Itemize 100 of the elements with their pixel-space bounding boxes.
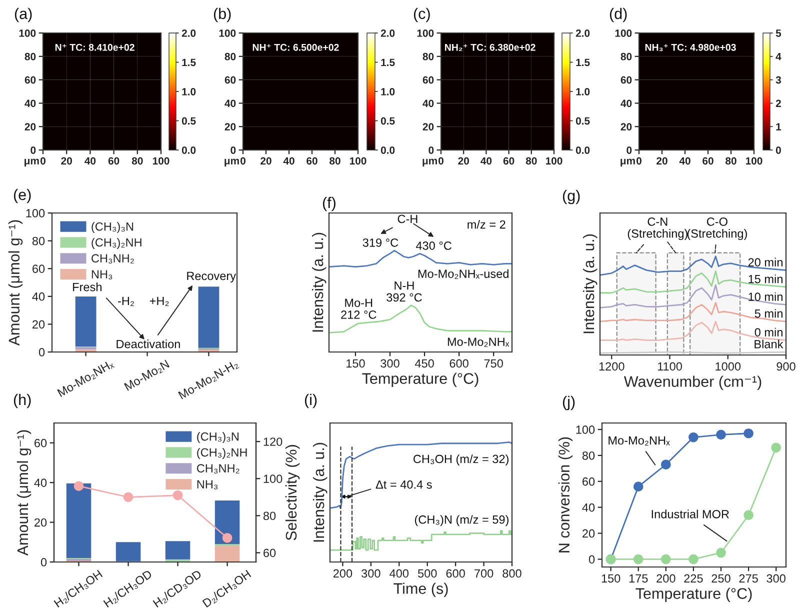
- legend-label: (CH₃)₂NH: [92, 238, 142, 249]
- x-tick-label: 500: [418, 569, 437, 578]
- x-tick-label: 175: [629, 574, 648, 583]
- x-tick-label: 60: [503, 157, 514, 165]
- x-tick-label: 100: [746, 157, 762, 165]
- x-tick-label: 60: [306, 157, 318, 165]
- chart-title: (c): [414, 8, 430, 22]
- color-bar-label: 3: [776, 76, 781, 84]
- color-bar-label: 1.5: [576, 58, 590, 66]
- y-tick-label: 80: [24, 52, 36, 60]
- color-bar-label: 0.5: [380, 117, 395, 125]
- color-bar-label: 0.5: [576, 117, 590, 125]
- legend-label: (CH₃)₃N: [92, 222, 134, 234]
- y2-tick-label: 100: [264, 474, 282, 483]
- x-tick-label: 0: [438, 157, 444, 165]
- y-tick-label: 100: [615, 30, 632, 37]
- color-bar-label: 0.5: [182, 117, 196, 125]
- x-tick-label: 200: [656, 574, 676, 583]
- chart-title: (b): [214, 8, 231, 22]
- y-tick-label: 100: [26, 209, 45, 218]
- x-tick-label: 40: [283, 157, 294, 165]
- x-tick-label: 20: [61, 157, 72, 165]
- annotation: +H₂: [150, 296, 169, 306]
- color-bar-label: 4: [776, 53, 782, 60]
- series-label: (CH₃)N (m/z = 59): [414, 515, 508, 526]
- annotation: NH₂⁺ TC: 6.380e+02: [445, 44, 536, 52]
- y-tick-label: 60: [620, 76, 632, 84]
- y-axis-title: Intensity (a. u.): [312, 442, 328, 542]
- text: C-H: [398, 214, 418, 224]
- x-tick-label: 0: [240, 157, 246, 165]
- legend-label: CH₃NH₂: [92, 254, 134, 264]
- y-tick-label: 20: [24, 123, 36, 130]
- y-tick-label: 0: [230, 146, 236, 154]
- series-label: Mo-Mo₂NHₓ: [448, 338, 510, 347]
- y2-axis-title: Selectivity (%): [285, 445, 300, 540]
- y-tick-label: 80: [32, 236, 45, 246]
- annotation: N⁺ TC: 8.410e+02: [55, 44, 134, 51]
- x-tick-label: 400: [390, 569, 409, 578]
- y-tick-label: 20: [34, 518, 47, 527]
- annotation: -H₂: [118, 296, 134, 306]
- x-tick-label: 800: [502, 569, 522, 578]
- x-axis-title: Temperature (°C): [636, 588, 752, 602]
- chart-title: (h): [14, 394, 31, 408]
- y2-tick-label: 120: [264, 438, 282, 446]
- y-axis-title: Intensity (a. u.): [312, 232, 326, 332]
- x-tick-label: 1100: [658, 362, 682, 371]
- y-tick-label: 80: [582, 451, 595, 460]
- y-tick-label: 100: [219, 30, 236, 37]
- legend-label: NH₃: [197, 480, 218, 490]
- y-tick-label: 20: [422, 123, 434, 130]
- x-tick-label: 100: [350, 157, 366, 165]
- x-axis-title: μm: [24, 158, 39, 166]
- x-tick-label: 150: [346, 359, 365, 368]
- y-tick-label: 0: [40, 558, 47, 566]
- x-axis-title: Wavenumber (cm⁻¹): [624, 376, 762, 390]
- text: C-N (Stretching): [628, 218, 688, 240]
- color-bar-label: 0.0: [182, 146, 196, 154]
- y-tick-label: 40: [24, 100, 36, 108]
- x-tick-label: 0: [636, 157, 642, 165]
- series-label: 5 min: [754, 309, 782, 318]
- y-axis-title: Intensity (a. u.): [582, 234, 598, 334]
- annotation: Δt = 40.4 s: [376, 480, 432, 489]
- y-tick-label: 60: [32, 264, 45, 273]
- annotation: Recovery: [187, 272, 236, 282]
- x-tick-label: 80: [132, 157, 143, 165]
- y-tick-label: 80: [224, 52, 236, 60]
- x-axis-title: Temperature (°C): [362, 372, 478, 387]
- y-tick-label: 40: [422, 100, 434, 108]
- x-tick-label: 300: [362, 569, 380, 578]
- x-tick-label: 300: [766, 574, 786, 583]
- annotation: 430 °C: [416, 242, 452, 250]
- x-tick-label: 250: [712, 574, 730, 583]
- y-tick-label: 60: [224, 76, 236, 84]
- x-tick-label: 900: [776, 362, 796, 371]
- legend-label: (CH₃)₂NH: [197, 448, 247, 459]
- x-tick-label: 225: [684, 574, 703, 583]
- annotation: Mo-H 212 °C: [341, 298, 376, 319]
- x-tick-label: 1000: [716, 362, 741, 371]
- x-tick-label: 100: [546, 157, 562, 165]
- color-bar-label: 1.5: [182, 58, 196, 66]
- y-tick-label: 80: [620, 52, 632, 60]
- y-tick-label: 40: [34, 478, 47, 487]
- x-tick-label: 20: [260, 157, 272, 165]
- y-tick-label: 100: [19, 30, 36, 37]
- x-tick-label: 300: [380, 359, 400, 368]
- series-label: Blank: [754, 340, 784, 348]
- y2-tick-label: 60: [264, 548, 276, 558]
- color-bar-label: 2: [776, 100, 781, 107]
- x-tick-label: 80: [526, 157, 537, 165]
- y-axis-title: Amount (μmol g⁻¹): [8, 220, 23, 346]
- y-tick-label: 60: [24, 76, 36, 84]
- x-axis-title: μm: [224, 158, 239, 166]
- y-tick-label: 80: [422, 52, 434, 60]
- y-tick-label: 100: [576, 426, 595, 434]
- series-label: CH₃OH (m/z = 32): [414, 454, 508, 466]
- color-bar-label: 1.0: [182, 88, 196, 96]
- x-tick-label: 80: [330, 157, 340, 165]
- x-tick-label: 20: [656, 157, 668, 165]
- y-tick-label: 20: [32, 320, 45, 329]
- x-tick-label: 700: [474, 569, 494, 578]
